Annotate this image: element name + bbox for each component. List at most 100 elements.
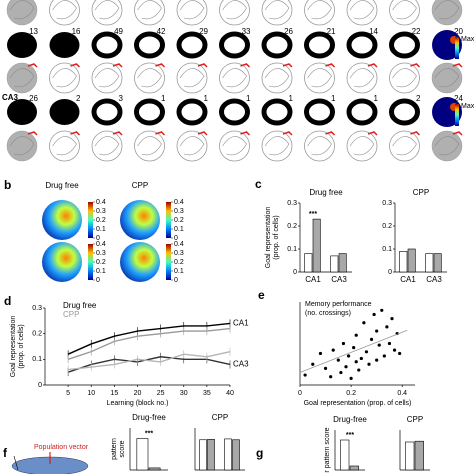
occupancy-map — [176, 98, 208, 126]
x-tick-label: 20 — [134, 390, 142, 397]
bar — [304, 253, 313, 273]
colorbar — [455, 104, 459, 126]
x-tick-label: 0.2 — [346, 390, 356, 397]
colorbar — [166, 244, 171, 280]
trajectory-trace — [137, 136, 162, 156]
colorbar-tick-label: 0.3 — [96, 250, 106, 257]
trajectory-map — [49, 0, 80, 26]
chart-title: CPP — [212, 413, 228, 422]
region-label: CA3 — [2, 93, 19, 102]
trajectory-trace — [307, 0, 332, 20]
colorbar-tick-label: 0.1 — [96, 268, 106, 275]
trajectory-map — [389, 62, 420, 94]
bar — [224, 438, 232, 471]
x-tick-label: 5 — [66, 390, 70, 397]
colorbar-tick-label: 0 — [96, 277, 100, 284]
cell-count: 26 — [284, 27, 293, 36]
y-tick-label: 0.1 — [287, 246, 297, 253]
trajectory-trace — [392, 136, 417, 156]
trajectory-trace — [137, 0, 162, 20]
occupancy-map — [304, 31, 335, 59]
occupancy-map — [91, 98, 123, 126]
legend-entry: CPP — [63, 310, 79, 319]
goal-trace — [70, 131, 81, 136]
bar — [136, 438, 149, 471]
trajectory-trace — [434, 136, 460, 156]
y-axis-label: (no. crossings) — [305, 310, 351, 317]
trajectory-trace — [392, 68, 417, 88]
y-tick-label: 0.2 — [382, 223, 392, 230]
trajectory-trace — [9, 68, 35, 88]
colorbar-tick-label: 0.1 — [174, 268, 184, 275]
point — [377, 343, 381, 347]
trajectory-trace — [94, 0, 120, 20]
point — [387, 341, 392, 346]
trajectory-map — [219, 130, 250, 162]
cell-count: 16 — [72, 27, 81, 36]
trajectory-map — [304, 0, 335, 26]
trajectory-map — [431, 0, 463, 26]
goal-trace — [112, 63, 123, 68]
point — [359, 356, 363, 361]
point — [352, 346, 356, 350]
cell-count: 42 — [157, 27, 166, 36]
bar — [148, 467, 161, 471]
trajectory-map — [219, 0, 250, 26]
point — [329, 375, 333, 379]
chart-title: Drug-free — [132, 413, 166, 422]
point — [392, 348, 397, 352]
trajectory-map — [389, 0, 420, 26]
rate-map — [42, 200, 82, 240]
colorbar-tick-label: 0.3 — [174, 250, 184, 257]
trajectory-trace — [52, 68, 77, 88]
line-series — [67, 356, 231, 373]
trajectory-trace — [307, 68, 332, 88]
bar — [199, 439, 207, 471]
y-tick-label: 0 — [293, 269, 297, 276]
significance: *** — [346, 432, 354, 439]
occupancy-map — [219, 31, 250, 59]
goal-trace — [27, 63, 38, 68]
point — [390, 317, 394, 321]
trajectory-trace — [52, 136, 77, 156]
colorbar-tick-label: 0 — [96, 235, 100, 242]
colorbar-tick-label: 0.4 — [96, 241, 106, 248]
trajectory-trace — [9, 136, 35, 156]
line-series — [68, 350, 231, 371]
y-tick-label: 0.3 — [287, 200, 297, 207]
x-tick-label: 0.4 — [397, 390, 407, 397]
trajectory-trace — [434, 0, 460, 20]
occupancy-map — [346, 31, 378, 59]
y-axis-label: Goal representation — [265, 207, 272, 269]
occupancy-map — [7, 32, 37, 58]
line-series — [67, 322, 231, 355]
point — [346, 354, 351, 358]
colorbar-tick-label: 0.2 — [96, 217, 106, 224]
trajectory-map — [6, 130, 38, 162]
point — [344, 365, 348, 369]
bar — [405, 441, 415, 471]
trajectory-trace — [264, 0, 290, 20]
y-axis-label: Goal representation — [10, 316, 17, 378]
legend-entry: Drug free — [63, 301, 97, 310]
y-axis-label: score — [119, 440, 126, 457]
occupancy-map — [219, 98, 250, 126]
y-tick-label: 0.3 — [382, 200, 392, 207]
x-tick-label: 35 — [203, 390, 211, 397]
rate-map — [42, 242, 82, 282]
point — [375, 329, 379, 333]
occupancy-map — [176, 31, 208, 59]
occupancy-map — [304, 98, 335, 126]
trajectory-map — [261, 130, 293, 162]
colorbar-label: Max — [461, 36, 474, 43]
point — [357, 368, 361, 372]
colorbar-tick-label: 0.3 — [96, 208, 106, 215]
bar — [425, 253, 434, 273]
series-label: CA3 — [233, 360, 249, 369]
point — [349, 376, 353, 380]
point — [323, 366, 328, 370]
colorbar-tick-label: 0.1 — [174, 226, 184, 233]
occupancy-map — [49, 32, 80, 58]
bar — [330, 255, 339, 273]
goal-trace — [452, 63, 463, 68]
